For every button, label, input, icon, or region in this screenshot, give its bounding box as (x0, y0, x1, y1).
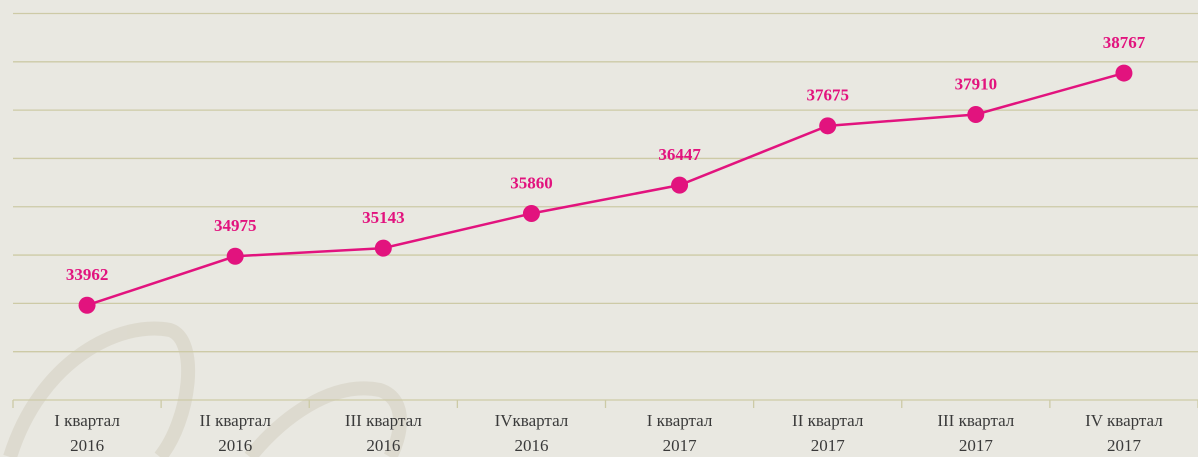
x-tick-label: II квартал (200, 411, 272, 430)
x-tick-label: 2016 (218, 436, 252, 455)
x-tick-label: IV квартал (1085, 411, 1163, 430)
x-tick-label: I квартал (54, 411, 120, 430)
x-tick-label: 2017 (811, 436, 846, 455)
point (226, 247, 244, 265)
value-label: 35860 (510, 173, 553, 192)
value-label: 35143 (362, 208, 405, 227)
x-tick-label: 2016 (514, 436, 548, 455)
watermark (3, 321, 407, 457)
value-label: 33962 (66, 265, 109, 284)
point (374, 239, 392, 257)
point (522, 205, 540, 223)
x-tick-label: I квартал (647, 411, 713, 430)
x-tick-label: 2017 (959, 436, 994, 455)
line (86, 71, 1125, 307)
value-label: 37910 (955, 74, 998, 93)
x-tick-label: 2016 (366, 436, 400, 455)
value-label: 37675 (806, 86, 849, 105)
x-tick-label: IVквартал (495, 411, 569, 430)
point (819, 117, 837, 135)
value-label: 38767 (1103, 33, 1146, 52)
value-label: 34975 (214, 216, 257, 235)
x-tick-label: III квартал (345, 411, 422, 430)
x-tick-label: 2016 (70, 436, 104, 455)
point (671, 176, 689, 194)
x-tick-label: III квартал (937, 411, 1014, 430)
x-tick-label: II квартал (792, 411, 864, 430)
point (78, 296, 96, 314)
point (967, 105, 985, 123)
point (1115, 64, 1133, 82)
x-tick-label: 2017 (663, 436, 698, 455)
value-label: 36447 (658, 145, 701, 164)
x-tick-label: 2017 (1107, 436, 1142, 455)
